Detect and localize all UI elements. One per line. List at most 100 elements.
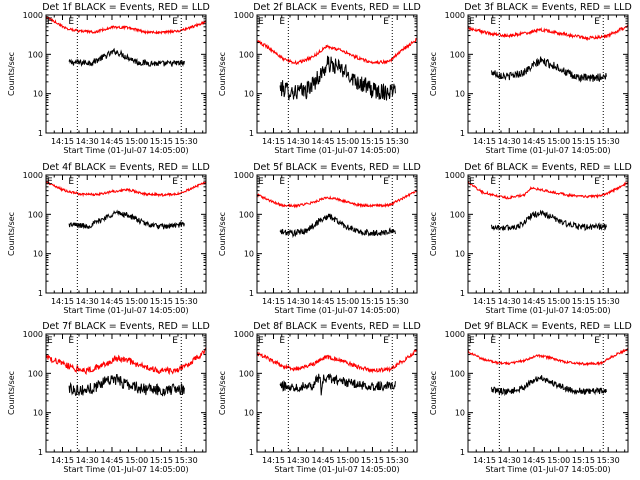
y-tick-label: 1 [460, 448, 465, 457]
marker-label: E [490, 336, 496, 346]
y-tick-label: 1 [249, 289, 254, 298]
x-axis-label: Start Time (01-Jul-07 14:05:00) [63, 306, 188, 315]
y-axis-label: Counts/sec [429, 212, 438, 256]
x-tick-label: 14:15 [51, 137, 74, 146]
detector-panel-8: Det 8f BLACK = Events, RED = LLD E E E 1 10 10… [218, 321, 421, 474]
marker-label: E [594, 17, 600, 27]
x-tick-label: 15:30 [597, 456, 620, 465]
plot-frame [45, 14, 207, 134]
x-tick-label: 15:15 [150, 456, 173, 465]
x-axis-label: Start Time (01-Jul-07 14:05:00) [63, 146, 188, 155]
x-tick-label: 15:30 [597, 137, 620, 146]
x-axis-label: Start Time (01-Jul-07 14:05:00) [63, 465, 188, 474]
panel-title: Det 7f BLACK = Events, RED = LLD [42, 321, 210, 332]
detector-panel-3: Det 3f BLACK = Events, RED = LLD E E E 1 10 10… [429, 2, 632, 155]
y-tick-label: 1000 [23, 171, 43, 180]
events-series [490, 209, 607, 232]
y-tick-label: 1 [249, 129, 254, 138]
x-tick-label: 15:15 [572, 456, 595, 465]
x-tick-label: 14:45 [100, 137, 123, 146]
lld-series [256, 37, 418, 65]
x-tick-label: 15:00 [547, 137, 570, 146]
marker-label: E [383, 17, 389, 27]
marker-label: E [68, 177, 74, 187]
y-tick-label: 10 [33, 409, 43, 418]
x-tick-label: 14:30 [287, 456, 310, 465]
x-tick-label: 14:15 [473, 297, 496, 306]
marker-label: E [172, 177, 178, 187]
x-tick-label: 15:15 [572, 137, 595, 146]
marker-label: E [47, 177, 53, 187]
y-tick-label: 10 [244, 90, 254, 99]
x-tick-label: 14:45 [311, 297, 334, 306]
y-tick-label: 1000 [445, 330, 465, 339]
x-tick-label: 15:00 [125, 456, 148, 465]
y-axis-label: Counts/sec [218, 52, 227, 96]
x-tick-label: 14:45 [100, 456, 123, 465]
detector-panel-6: Det 6f BLACK = Events, RED = LLD E E E 1 10 10… [429, 162, 632, 315]
x-tick-label: 14:45 [100, 297, 123, 306]
x-tick-label: 15:00 [125, 297, 148, 306]
marker-label: E [258, 177, 264, 187]
x-axis-label: Start Time (01-Jul-07 14:05:00) [485, 306, 610, 315]
x-tick-label: 15:15 [361, 297, 384, 306]
x-tick-label: 14:30 [76, 137, 99, 146]
y-tick-label: 100 [239, 369, 254, 378]
marker-label: E [469, 17, 475, 27]
panel-title: Det 3f BLACK = Events, RED = LLD [464, 2, 632, 13]
marker-label: E [383, 177, 389, 187]
x-axis-label: Start Time (01-Jul-07 14:05:00) [274, 465, 399, 474]
y-axis-label: Counts/sec [7, 52, 16, 96]
x-tick-label: 14:30 [287, 297, 310, 306]
y-tick-label: 10 [455, 250, 465, 259]
plot-frame [467, 333, 629, 453]
marker-label: E [469, 336, 475, 346]
lld-series [467, 24, 629, 42]
x-tick-label: 14:15 [473, 137, 496, 146]
marker-label: E [47, 17, 53, 27]
plot-frame [256, 14, 418, 134]
x-tick-label: 15:30 [175, 456, 198, 465]
events-series [68, 209, 185, 230]
y-tick-label: 1000 [234, 330, 254, 339]
y-tick-label: 100 [450, 369, 465, 378]
y-axis-label: Counts/sec [218, 371, 227, 415]
lld-series [256, 189, 418, 209]
x-tick-label: 14:30 [498, 456, 521, 465]
x-tick-label: 15:30 [175, 297, 198, 306]
panel-title: Det 8f BLACK = Events, RED = LLD [253, 321, 421, 332]
x-tick-label: 14:15 [473, 456, 496, 465]
x-tick-label: 15:15 [150, 297, 173, 306]
lld-series [256, 348, 418, 374]
detector-panel-7: Det 7f BLACK = Events, RED = LLD E E E 1 10 10… [7, 321, 210, 474]
y-tick-label: 10 [455, 90, 465, 99]
y-tick-label: 100 [28, 210, 43, 219]
marker-label: E [47, 336, 53, 346]
x-tick-label: 15:00 [336, 137, 359, 146]
marker-label: E [469, 177, 475, 187]
x-axis-label: Start Time (01-Jul-07 14:05:00) [274, 306, 399, 315]
detector-panel-2: Det 2f BLACK = Events, RED = LLD E E E 1 10 10… [218, 2, 421, 155]
x-tick-label: 15:00 [547, 456, 570, 465]
x-tick-label: 14:15 [262, 297, 285, 306]
y-tick-label: 100 [450, 210, 465, 219]
marker-label: E [68, 17, 74, 27]
x-axis-label: Start Time (01-Jul-07 14:05:00) [485, 465, 610, 474]
y-axis-label: Counts/sec [429, 371, 438, 415]
x-axis-label: Start Time (01-Jul-07 14:05:00) [485, 146, 610, 155]
y-tick-label: 1000 [23, 330, 43, 339]
marker-label: E [258, 336, 264, 346]
marker-label: E [279, 177, 285, 187]
y-tick-label: 1000 [234, 11, 254, 20]
x-tick-label: 15:00 [125, 137, 148, 146]
marker-label: E [490, 17, 496, 27]
x-tick-label: 15:00 [336, 297, 359, 306]
panel-title: Det 9f BLACK = Events, RED = LLD [464, 321, 632, 332]
plot-frame [45, 333, 207, 453]
y-tick-label: 1000 [23, 11, 43, 20]
panel-title: Det 4f BLACK = Events, RED = LLD [42, 162, 210, 173]
x-tick-label: 14:15 [51, 297, 74, 306]
x-tick-label: 15:15 [150, 137, 173, 146]
marker-label: E [490, 177, 496, 187]
